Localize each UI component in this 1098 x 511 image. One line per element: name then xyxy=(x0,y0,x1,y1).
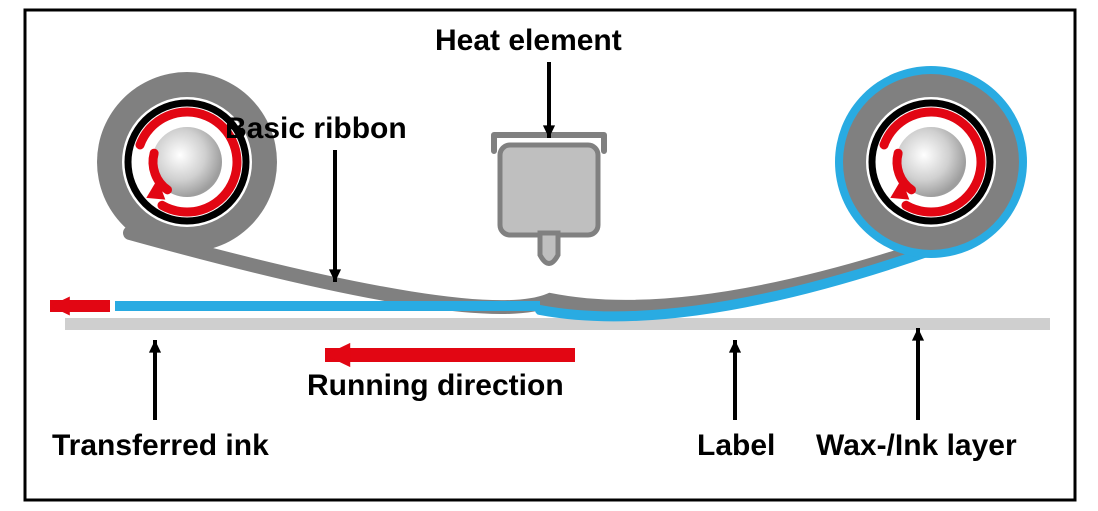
heat-element-tip xyxy=(540,233,558,264)
wax-ink-layer-label: Wax-/Ink layer xyxy=(816,429,1017,462)
label-text: Label xyxy=(697,429,775,462)
transferred-ink-label: Transferred ink xyxy=(52,429,269,462)
heat-element-label: Heat element xyxy=(435,24,622,57)
running-direction-label: Running direction xyxy=(307,369,564,402)
label-media-strip xyxy=(65,318,1050,330)
heat-element-body xyxy=(500,145,598,235)
basic-ribbon-label: Basic ribbon xyxy=(225,112,407,145)
